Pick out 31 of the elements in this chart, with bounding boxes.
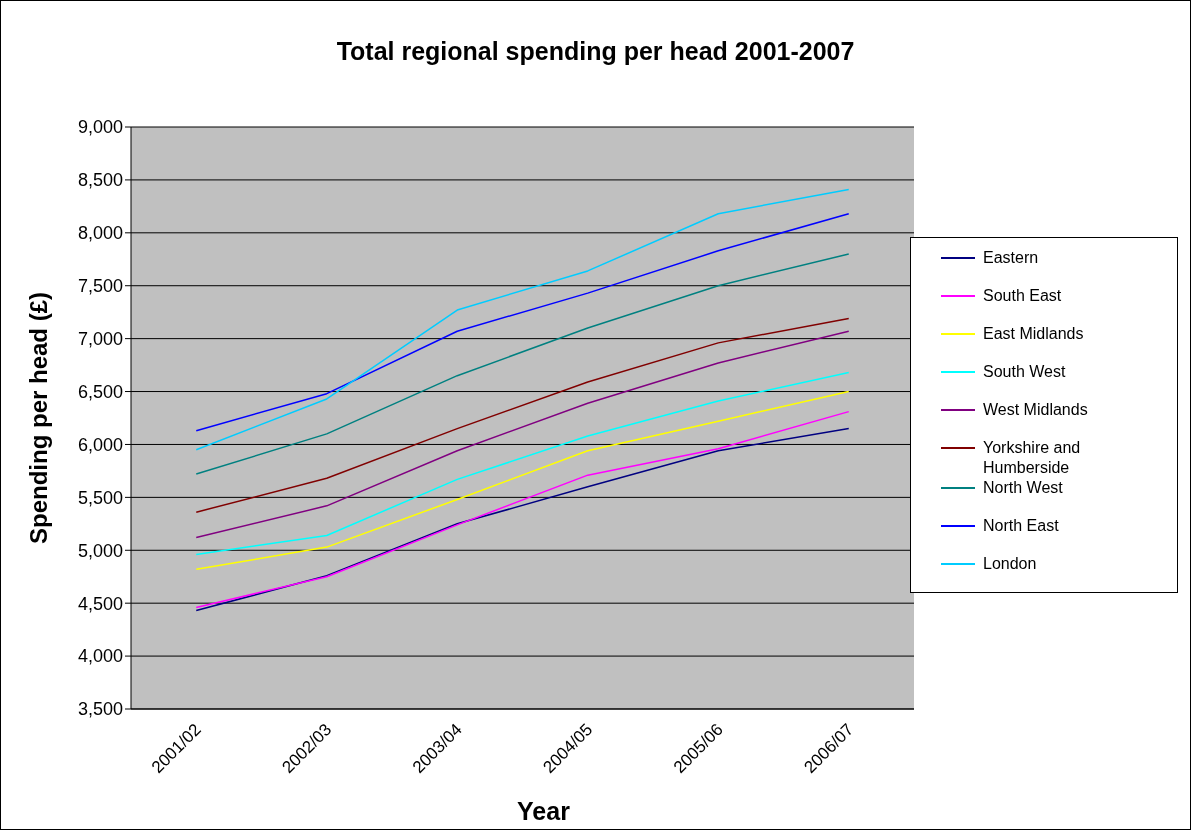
y-tick-label: 4,500 [77,593,123,614]
y-tick-label: 6,000 [77,434,123,455]
y-tick-label: 5,500 [77,487,123,508]
legend-label: Yorkshire and Humberside [983,438,1082,478]
line-series [195,390,850,571]
chart-title: Total regional spending per head 2001-2007 [335,37,856,66]
y-tick-label: 8,500 [77,170,123,191]
y-tick-label: 4,000 [77,646,123,667]
line-series [195,188,850,451]
line-series [195,213,850,432]
line-series [195,371,850,556]
legend-label: London [983,554,1037,574]
y-tick-label: 9,000 [77,117,123,138]
y-tick-label: 6,500 [77,381,123,402]
legend-label: West Midlands [983,400,1088,420]
y-axis-title: Spending per head (£) [24,291,52,545]
legend-label: Eastern [983,248,1039,268]
legend-label: North East [983,516,1059,536]
legend-label: East Midlands [983,324,1084,344]
y-tick-label: 7,500 [77,276,123,297]
y-tick-label: 5,000 [77,540,123,561]
legend-label: South West [983,362,1066,382]
line-series [195,330,850,539]
line-series [195,253,850,475]
legend-label: South East [983,286,1062,306]
legend-label: North West [983,478,1063,498]
y-tick-label: 3,500 [77,699,123,720]
y-tick-label: 7,000 [77,329,123,350]
y-tick-label: 8,000 [77,223,123,244]
line-series [195,317,850,513]
x-axis-title: Year [516,797,571,826]
